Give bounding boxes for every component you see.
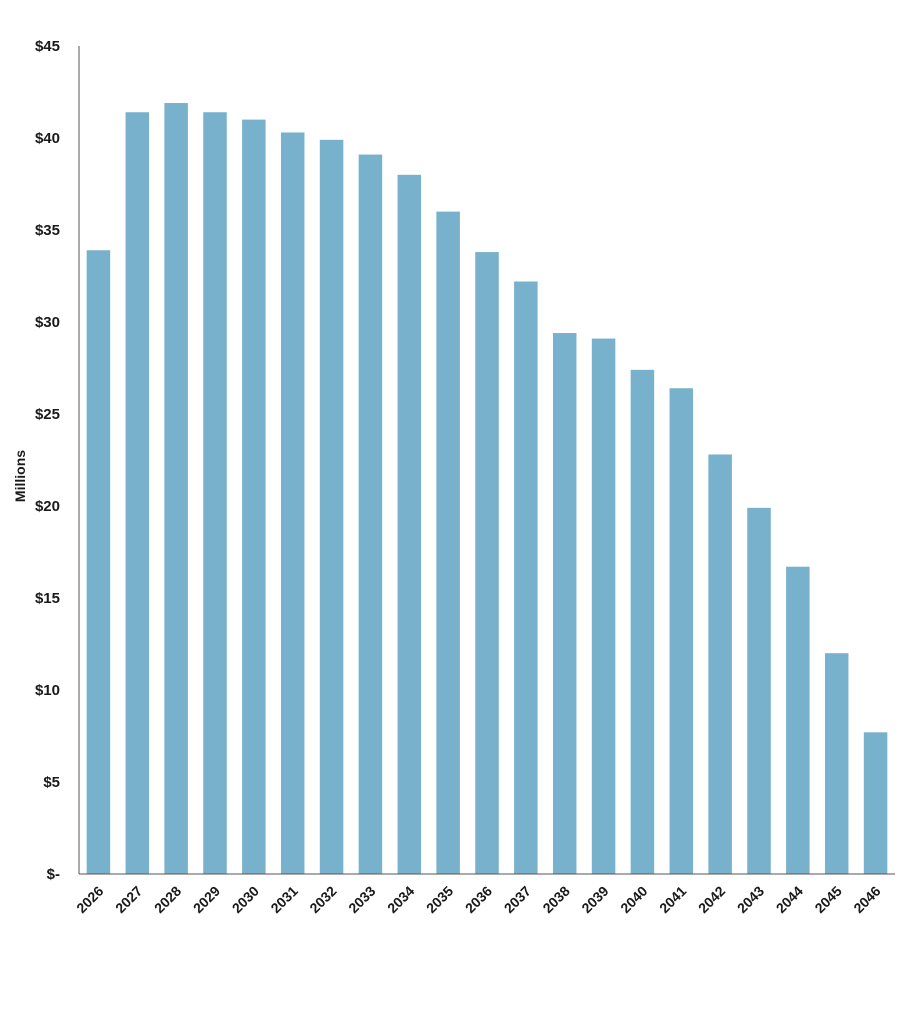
x-tick-label: 2035: [423, 883, 456, 916]
y-tick-label: $35: [35, 222, 60, 239]
bar-2029: [203, 112, 227, 875]
x-tick-label: 2045: [811, 883, 844, 916]
bar-2027: [125, 112, 150, 875]
x-tick-label: 2029: [190, 883, 223, 916]
x-tick-label: 2034: [384, 883, 417, 916]
bar-2045: [824, 653, 849, 874]
x-tick-label: 2036: [462, 883, 495, 916]
x-tick-label: 2044: [773, 883, 806, 916]
y-tick-label: $30: [35, 314, 60, 331]
axes-layer: [78, 46, 895, 875]
bar-2028: [164, 103, 188, 875]
x-tick-label: 2033: [345, 883, 378, 916]
y-tick-label: $15: [35, 590, 60, 607]
x-tick-label: 2037: [501, 883, 534, 916]
bar-2034: [397, 174, 422, 875]
bar-2037: [514, 281, 538, 874]
bar-2042: [708, 454, 732, 874]
bar-2033: [358, 154, 383, 874]
bar-2035: [436, 211, 460, 875]
x-tick-label: 2028: [151, 883, 184, 916]
bar-2026: [86, 250, 111, 875]
bar-2030: [242, 119, 266, 875]
x-tick-label: 2038: [539, 883, 572, 916]
y-tick-labels: $- $5 $10 $15 $20 $25 $30 $35 $40 $45: [35, 38, 60, 883]
x-tick-label: 2043: [734, 883, 767, 916]
y-tick-label: $-: [47, 866, 60, 883]
y-tick-label: $5: [43, 774, 60, 791]
bars-layer: [86, 103, 888, 875]
x-tick-label: 2031: [267, 883, 300, 916]
bar-2031: [280, 132, 305, 875]
bar-2040: [630, 369, 655, 874]
y-tick-label: $10: [35, 682, 60, 699]
bar-2038: [552, 333, 577, 874]
bar-2043: [747, 507, 771, 874]
y-tick-label: $45: [35, 38, 60, 55]
x-tick-labels: 2026 2027 2028 2029 2030 2031 2032 2033 2034 2035…: [73, 883, 884, 916]
bar-2041: [669, 388, 694, 874]
x-tick-label: 2030: [229, 883, 262, 916]
x-tick-label: 2027: [112, 883, 145, 916]
y-tick-label: $40: [35, 130, 60, 147]
bar-2044: [786, 566, 810, 874]
x-tick-label: 2042: [695, 883, 728, 916]
bar-2032: [319, 139, 344, 875]
y-tick-label: $25: [35, 406, 60, 423]
y-axis-title: Millions: [12, 450, 28, 502]
x-tick-label: 2040: [617, 883, 650, 916]
x-tick-label: 2039: [578, 883, 611, 916]
x-tick-label: 2041: [656, 883, 689, 916]
bar-2039: [591, 338, 616, 874]
x-tick-label: 2046: [850, 883, 883, 916]
x-tick-label: 2032: [306, 883, 339, 916]
bar-2046: [863, 732, 888, 874]
x-tick-label: 2026: [73, 883, 106, 916]
bar-2036: [475, 252, 499, 874]
y-tick-label: $20: [35, 498, 60, 515]
